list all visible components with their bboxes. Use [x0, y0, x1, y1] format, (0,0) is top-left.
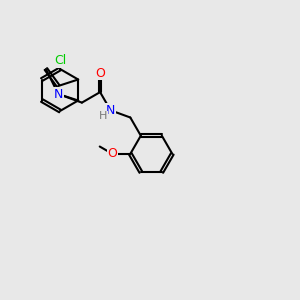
Text: O: O [107, 147, 117, 161]
Text: H: H [99, 111, 107, 121]
Text: N: N [53, 88, 63, 100]
Text: N: N [106, 104, 115, 117]
Text: Cl: Cl [54, 54, 66, 67]
Text: O: O [95, 67, 105, 80]
